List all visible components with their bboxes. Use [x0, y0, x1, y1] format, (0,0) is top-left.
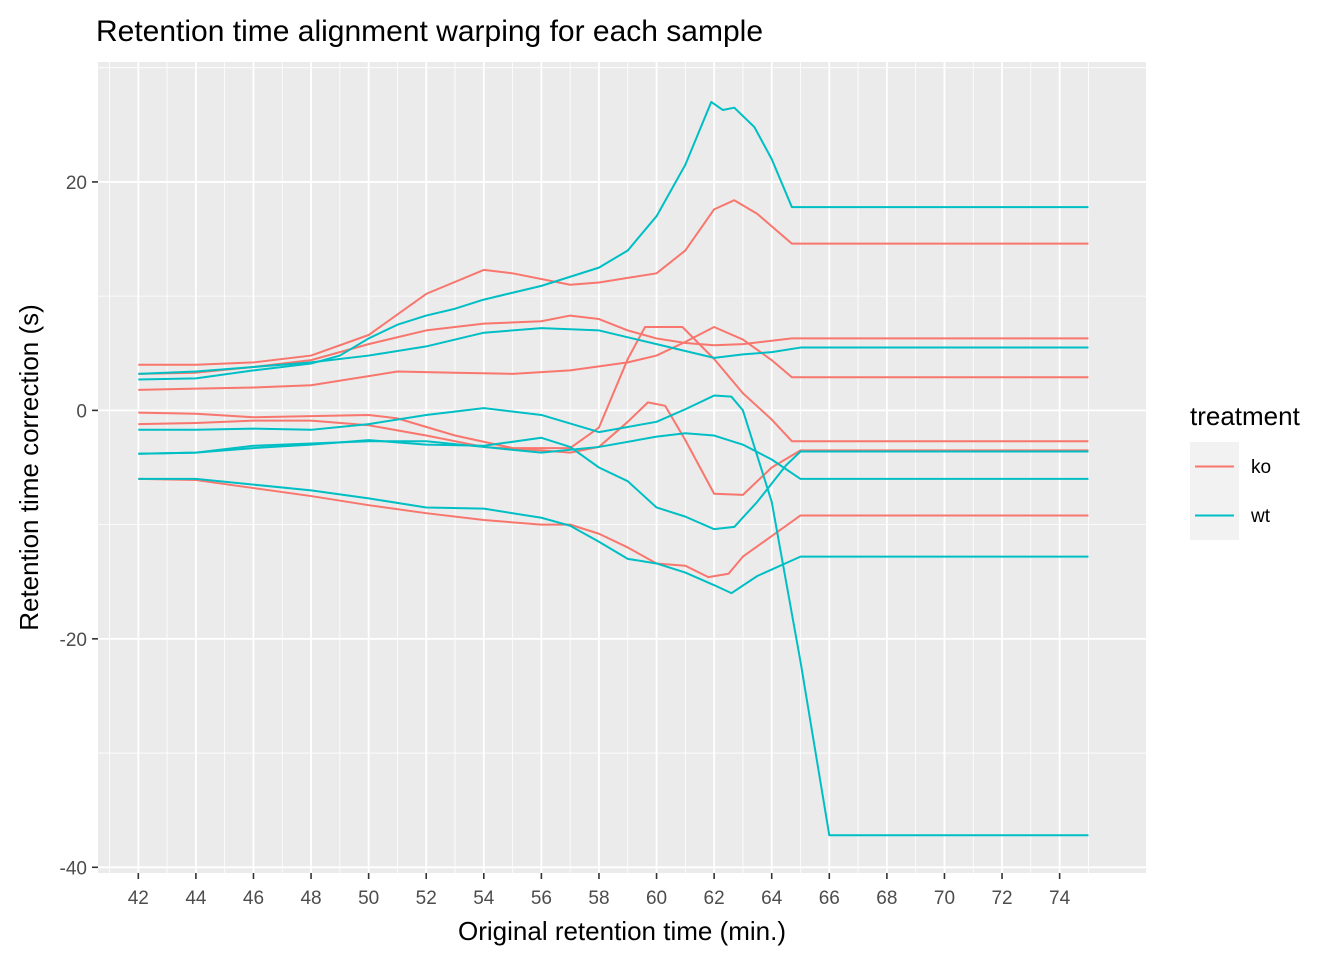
x-tick-label: 72 — [991, 888, 1012, 909]
x-tick-label: 46 — [243, 888, 264, 909]
x-tick-label: 70 — [934, 888, 955, 909]
series-line-wt-11 — [138, 436, 1089, 531]
x-tick-label: 48 — [300, 888, 321, 909]
x-tick-label: 58 — [588, 888, 609, 909]
y-tick-label: 0 — [76, 401, 87, 422]
x-tick-label: 44 — [185, 888, 207, 909]
y-axis-title: Retention time correction (s) — [14, 304, 44, 631]
x-tick-label: 52 — [416, 888, 437, 909]
x-tick-label: 60 — [646, 888, 667, 909]
legend-label-wt: wt — [1250, 506, 1271, 527]
chart-title: Retention time alignment warping for eac… — [96, 15, 763, 48]
x-tick-label: 64 — [761, 888, 783, 909]
legend-label-ko: ko — [1251, 457, 1271, 478]
y-tick-label: -40 — [60, 858, 87, 879]
x-axis: 42 44 46 48 50 52 54 56 58 60 62 64 66 68 70 72 74 — [128, 873, 1071, 909]
series-layer — [138, 100, 1089, 837]
series-line-wt-8 — [138, 327, 1089, 375]
series-line-wt-7 — [138, 100, 1089, 381]
series-line-wt-9 — [138, 394, 1089, 837]
series-line-ko-3 — [138, 326, 1089, 391]
series-line-ko-1 — [138, 199, 1089, 366]
legend: treatment ko wt — [1190, 401, 1301, 540]
x-tick-label: 56 — [531, 888, 552, 909]
y-tick-label: 20 — [66, 173, 87, 194]
x-tick-label: 42 — [128, 888, 149, 909]
x-tick-label: 62 — [704, 888, 725, 909]
series-line-ko-4 — [138, 326, 1089, 450]
x-tick-label: 54 — [473, 888, 495, 909]
plot-panel — [98, 62, 1146, 873]
series-line-ko-2 — [138, 314, 1089, 375]
x-tick-label: 66 — [819, 888, 840, 909]
x-axis-title: Original retention time (min.) — [458, 916, 786, 946]
legend-title: treatment — [1190, 401, 1301, 431]
y-axis: -40 -20 0 20 — [60, 173, 98, 879]
x-tick-label: 74 — [1049, 888, 1071, 909]
series-line-wt-12 — [138, 477, 1089, 595]
series-line-ko-6 — [138, 477, 1089, 579]
x-tick-label: 68 — [876, 888, 897, 909]
minor-grid — [98, 62, 1146, 873]
x-tick-label: 50 — [358, 888, 379, 909]
series-line-wt-10 — [138, 432, 1089, 480]
y-tick-label: -20 — [60, 630, 87, 651]
